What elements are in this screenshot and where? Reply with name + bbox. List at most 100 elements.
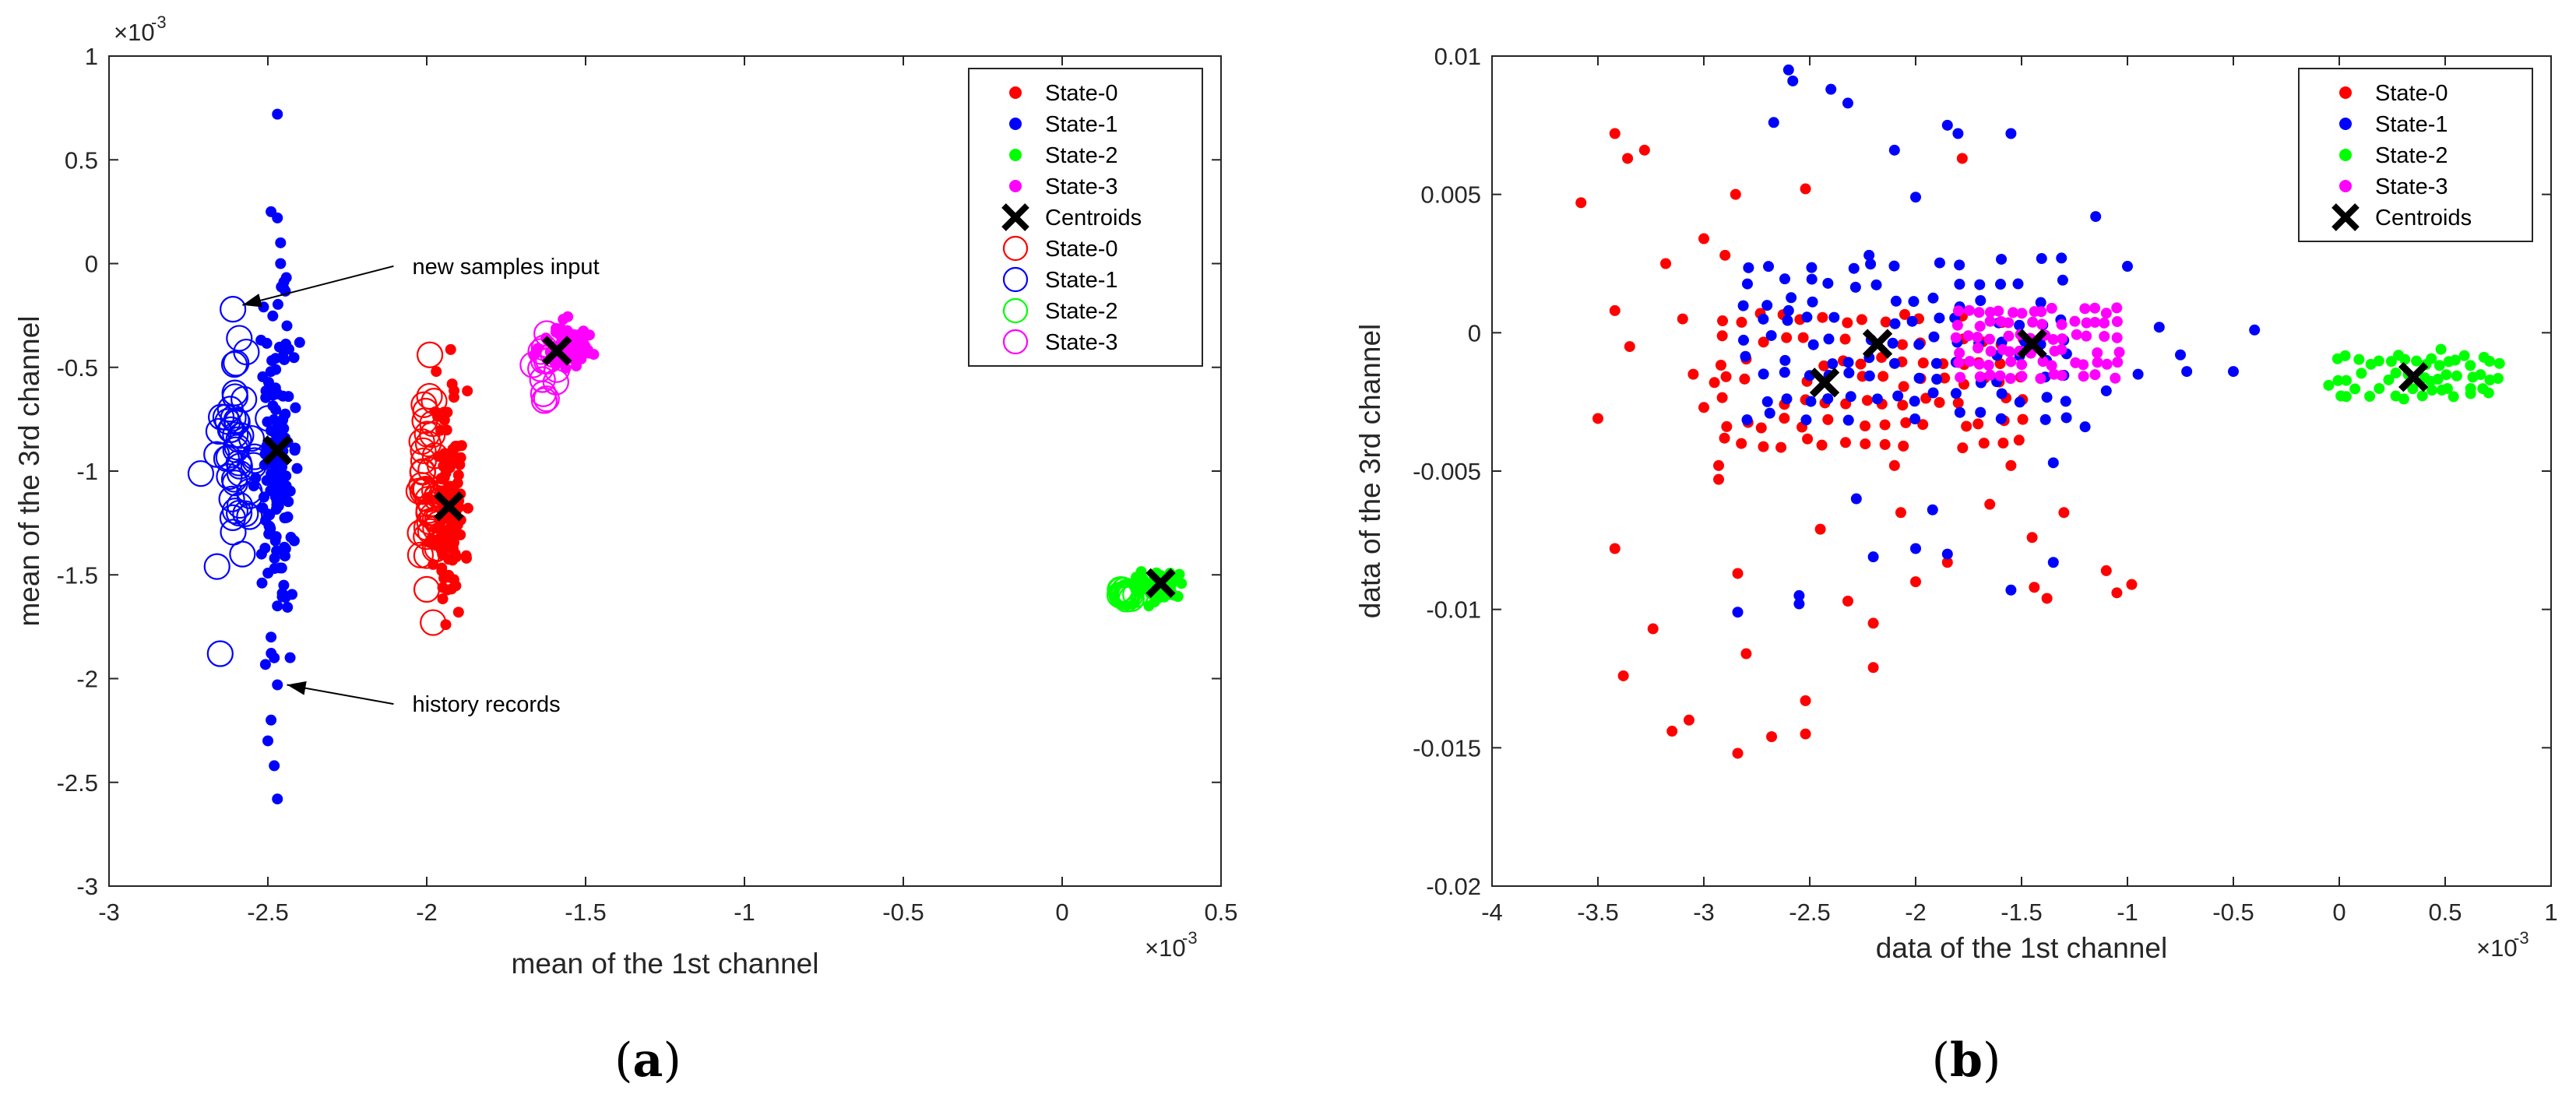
data-point (1764, 407, 1775, 419)
data-point-open (535, 346, 562, 375)
y-tick-label: -2.5 (57, 769, 98, 797)
data-point (2004, 346, 2015, 357)
data-point (2433, 360, 2445, 371)
x-tick-label: -1 (734, 899, 755, 926)
data-point (1719, 432, 1730, 444)
data-point (265, 366, 276, 378)
data-point (2407, 383, 2419, 395)
data-point (1758, 368, 1769, 380)
data-point (1953, 357, 1965, 368)
data-point (1928, 331, 1940, 343)
data-point (2029, 582, 2040, 593)
data-point (2027, 316, 2039, 328)
data-point (2111, 332, 2123, 343)
data-point (1758, 336, 1769, 348)
data-point (272, 600, 283, 612)
data-point (2390, 367, 2402, 378)
data-point (1909, 413, 1921, 425)
caption-a-letter: a (633, 1033, 663, 1088)
legend-label: State-0 (1045, 81, 1118, 106)
data-point (1842, 357, 1854, 368)
data-point (555, 322, 567, 334)
legend-marker (1002, 297, 1029, 324)
data-point (2036, 318, 2048, 330)
data-point (1861, 395, 1873, 406)
data-point (571, 361, 582, 372)
centroid-marker (2017, 329, 2047, 359)
data-point (1683, 714, 1694, 726)
x-tick-label: -2.5 (1789, 899, 1830, 926)
data-point-open (530, 387, 558, 414)
data-point (1983, 360, 1994, 371)
centroid-marker (1862, 329, 1893, 359)
x-axis-label-a: mean of the 1st channel (512, 948, 819, 980)
data-point (1758, 313, 1769, 325)
legend-marker (1009, 149, 1022, 161)
data-point (1850, 493, 1862, 505)
legend-label: State-2 (1045, 299, 1118, 324)
data-point (2016, 371, 2028, 382)
data-point (449, 441, 461, 452)
data-point (1800, 414, 1812, 426)
data-point (1732, 607, 1744, 618)
data-point (2079, 303, 2091, 315)
data-point (2017, 413, 2029, 425)
data-point (1888, 144, 1900, 156)
y-tick-label: -0.015 (1413, 734, 1481, 762)
data-point (1973, 358, 1985, 370)
data-point (2449, 354, 2461, 366)
data-point (2228, 366, 2239, 378)
data-point-open (410, 437, 437, 464)
data-point (2047, 457, 2059, 469)
x-tick-label: -0.5 (882, 899, 924, 926)
y-tick-label: -0.01 (1426, 596, 1481, 624)
data-point (2132, 368, 2144, 380)
data-point (1975, 406, 1987, 418)
data-point (273, 477, 285, 489)
x-tick-label: -3 (98, 899, 120, 926)
data-point (2078, 359, 2089, 371)
data-point-open (216, 396, 244, 423)
data-point-open (413, 420, 441, 448)
data-point (1698, 402, 1709, 413)
data-point-open (424, 510, 452, 537)
data-point (1782, 64, 1794, 76)
data-point (462, 502, 473, 514)
data-point (1839, 437, 1851, 449)
annotation-arrow-new-samples (242, 265, 394, 306)
data-point (2039, 413, 2051, 425)
data-point (2432, 374, 2444, 385)
data-point (1822, 277, 1834, 289)
data-point (272, 212, 283, 223)
data-point (1761, 300, 1773, 311)
data-point (1793, 598, 1805, 610)
data-point (1973, 307, 1985, 318)
x-tick-label: -2.5 (247, 899, 288, 926)
data-point (1913, 372, 1925, 384)
data-point (2339, 350, 2351, 361)
data-point (1863, 370, 1875, 382)
data-point (1984, 369, 1996, 381)
data-point (2056, 318, 2067, 330)
data-point (1806, 273, 1818, 285)
data-point-open (212, 403, 239, 431)
y-tick-label: -0.02 (1426, 873, 1481, 900)
data-point (2005, 356, 2017, 368)
data-point (1995, 413, 2007, 424)
data-point (1888, 260, 1900, 272)
centroid-marker (1145, 568, 1176, 599)
data-point (1913, 339, 1925, 350)
legend-marker (1009, 86, 1022, 99)
data-point (452, 470, 464, 481)
annotation-new-samples-input: new samples input (412, 255, 599, 280)
data-point (1895, 507, 1906, 519)
data-point (1961, 420, 1972, 432)
data-point (262, 568, 274, 579)
series-state-2 (2323, 343, 2505, 405)
data-point (2081, 330, 2092, 342)
data-point (2465, 360, 2476, 371)
data-point (1877, 371, 1889, 382)
data-point (2181, 366, 2193, 378)
data-point (266, 355, 278, 367)
data-point (1964, 356, 1976, 368)
